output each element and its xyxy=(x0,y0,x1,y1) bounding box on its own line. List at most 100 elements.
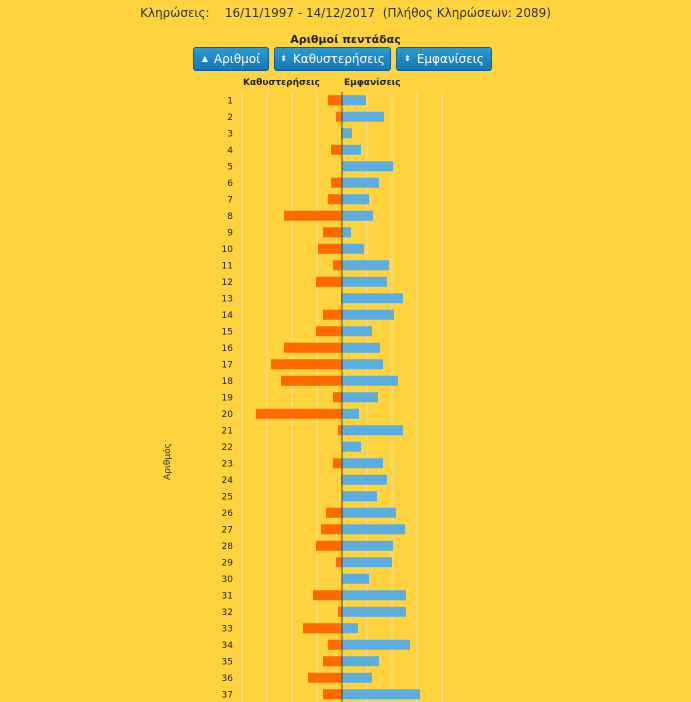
delay-bar xyxy=(313,590,342,601)
delay-bar xyxy=(336,557,342,568)
category-label: 35 xyxy=(222,657,233,667)
appearance-bar xyxy=(342,474,387,485)
appearance-bar xyxy=(342,128,352,139)
delay-bar xyxy=(303,623,342,634)
category-label: 1 xyxy=(227,96,233,106)
appearances-column-label: Εμφανίσεις xyxy=(344,78,401,88)
category-label: 37 xyxy=(222,690,233,700)
delay-bar xyxy=(338,606,342,617)
appearance-bar xyxy=(342,359,383,370)
appearance-bar xyxy=(342,342,380,353)
category-label: 21 xyxy=(222,426,233,436)
delay-bar xyxy=(326,507,342,518)
category-label: 11 xyxy=(222,261,233,271)
delay-bar xyxy=(316,326,342,337)
appearance-bar xyxy=(342,656,379,667)
category-label: 7 xyxy=(227,195,233,205)
delay-bar xyxy=(331,144,342,155)
delay-bar xyxy=(323,227,342,238)
appearance-bar xyxy=(342,524,405,535)
delay-bar xyxy=(321,524,342,535)
appearance-bar xyxy=(342,623,358,634)
date-range: 16/11/1997 - 14/12/2017 xyxy=(224,6,376,20)
appearance-bar xyxy=(342,111,384,122)
appearance-bar xyxy=(342,260,389,271)
sort-by-number-button[interactable]: ▲ Αριθμοί xyxy=(193,47,269,71)
delay-bar xyxy=(323,309,342,320)
delay-bar xyxy=(336,111,342,122)
category-label: 25 xyxy=(222,492,233,502)
category-label: 30 xyxy=(222,575,234,585)
category-label: 3 xyxy=(227,129,233,139)
delay-bar xyxy=(318,243,342,254)
category-label: 15 xyxy=(222,327,233,337)
category-label: 6 xyxy=(227,179,233,189)
category-label: 8 xyxy=(227,212,233,222)
draws-count: (Πλήθος Κληρώσεων: 2089) xyxy=(382,6,551,20)
category-label: 22 xyxy=(222,443,233,453)
appearance-bar xyxy=(342,573,369,584)
delay-bar xyxy=(308,672,342,683)
delay-bar xyxy=(328,639,342,650)
chart-title: Αριθμοί πεντάδας xyxy=(290,33,401,46)
category-label: 32 xyxy=(222,608,233,618)
category-label: 29 xyxy=(222,558,234,568)
delay-bar xyxy=(333,458,342,469)
appearance-bar xyxy=(342,227,351,238)
delays-column-label: Καθυστερήσεις xyxy=(243,78,320,88)
appearance-bar xyxy=(342,672,372,683)
appearance-bar xyxy=(342,210,373,221)
category-label: 26 xyxy=(222,509,234,519)
delay-bar xyxy=(316,540,342,551)
appearance-bar xyxy=(342,177,379,188)
category-label: 34 xyxy=(222,641,234,651)
delay-bar xyxy=(323,656,342,667)
category-label: 28 xyxy=(222,542,234,552)
category-label: 5 xyxy=(227,162,233,172)
delay-bar xyxy=(328,194,342,205)
category-label: 12 xyxy=(222,278,233,288)
appearance-bar xyxy=(342,293,403,304)
appearance-bar xyxy=(342,540,393,551)
category-label: 9 xyxy=(227,228,233,238)
appearance-bar xyxy=(342,557,392,568)
delay-bar xyxy=(328,95,342,106)
appearance-bar xyxy=(342,194,369,205)
category-label: 19 xyxy=(222,393,234,403)
delay-bar xyxy=(256,408,342,419)
category-label: 14 xyxy=(222,311,234,321)
sort-by-delays-button[interactable]: ⬍ Καθυστερήσεις xyxy=(274,47,391,71)
appearance-bar xyxy=(342,392,378,403)
appearance-bar xyxy=(342,590,406,601)
category-label: 2 xyxy=(227,113,233,123)
appearance-bar xyxy=(342,441,361,452)
delay-bar xyxy=(333,392,342,403)
category-label: 23 xyxy=(222,459,233,469)
delay-bar xyxy=(338,425,342,436)
category-label: 13 xyxy=(222,294,233,304)
appearance-bar xyxy=(342,408,359,419)
category-label: 18 xyxy=(222,377,234,387)
sort-by-appearances-button[interactable]: ⬍ Εμφανίσεις xyxy=(396,47,492,71)
appearance-bar xyxy=(342,425,403,436)
appearance-bar xyxy=(342,689,420,700)
appearance-bar xyxy=(342,326,372,337)
delay-bar xyxy=(323,689,342,700)
sort-icon: ⬍ xyxy=(280,54,287,63)
appearance-bar xyxy=(342,375,398,386)
sort-by-appearances-label: Εμφανίσεις xyxy=(416,52,484,66)
sort-icon: ⬍ xyxy=(404,54,411,63)
appearance-bar xyxy=(342,276,387,287)
appearance-bar xyxy=(342,606,406,617)
delay-bar xyxy=(316,276,342,287)
category-label: 31 xyxy=(222,591,233,601)
sort-by-delays-label: Καθυστερήσεις xyxy=(292,52,385,66)
category-label: 27 xyxy=(222,525,233,535)
delay-bar xyxy=(271,359,342,370)
category-label: 20 xyxy=(222,410,234,420)
category-label: 33 xyxy=(222,624,233,634)
appearance-bar xyxy=(342,144,361,155)
delay-bar xyxy=(281,375,342,386)
delay-bar xyxy=(284,210,342,221)
appearance-bar xyxy=(342,309,394,320)
